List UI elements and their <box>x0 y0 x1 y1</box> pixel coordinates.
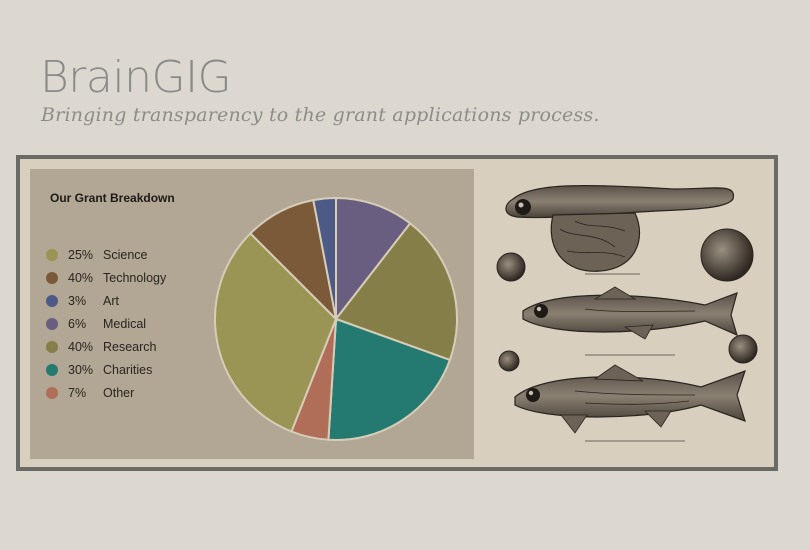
brand-title: BrainGIG <box>40 52 232 103</box>
legend-label: Other <box>103 385 135 400</box>
legend-item-technology: 40% Technology <box>46 266 166 289</box>
pie-slice-science <box>214 232 338 433</box>
legend-swatch <box>46 317 58 330</box>
legend-item-research: 40% Research <box>46 335 166 358</box>
legend-percent: 40% <box>68 339 94 354</box>
legend-item-art: 3% Art <box>46 289 166 312</box>
legend-item-medical: 6% Medical <box>46 312 166 335</box>
legend-swatch <box>46 386 58 399</box>
chart-title: Our Grant Breakdown <box>50 191 175 205</box>
legend-percent: 7% <box>68 385 87 400</box>
pie-slice-art <box>312 196 337 320</box>
pie-chart <box>214 196 458 441</box>
chart-panel: Our Grant Breakdown 25% Science 40% Tech… <box>30 169 474 459</box>
legend-label: Science <box>103 247 148 262</box>
fish-illustration <box>496 185 758 442</box>
legend-swatch <box>46 248 58 261</box>
legend-label: Art <box>103 293 119 308</box>
legend-item-science: 25% Science <box>46 243 166 266</box>
legend-label: Research <box>103 339 157 354</box>
pie-slice-charities <box>327 317 452 441</box>
pie-slice-medical <box>335 196 412 322</box>
legend-label: Charities <box>103 362 153 377</box>
legend-percent: 3% <box>68 293 87 308</box>
legend-swatch <box>46 340 58 353</box>
tagline: Bringing transparency to the grant appli… <box>41 104 600 126</box>
legend-percent: 25% <box>68 247 94 262</box>
legend-item-charities: 30% Charities <box>46 358 166 381</box>
legend-item-other: 7% Other <box>46 381 166 404</box>
pie-slice-research <box>334 221 458 362</box>
legend-label: Technology <box>103 270 167 285</box>
legend-label: Medical <box>103 316 147 331</box>
legend-swatch <box>46 294 58 307</box>
legend-swatch <box>46 363 58 376</box>
legend: 25% Science 40% Technology 3% Art 6% Med… <box>46 243 166 404</box>
legend-percent: 30% <box>68 362 94 377</box>
legend-percent: 6% <box>68 316 87 331</box>
legend-swatch <box>46 271 58 284</box>
chart-frame: Our Grant Breakdown 25% Science 40% Tech… <box>16 155 778 471</box>
legend-percent: 40% <box>68 270 94 285</box>
